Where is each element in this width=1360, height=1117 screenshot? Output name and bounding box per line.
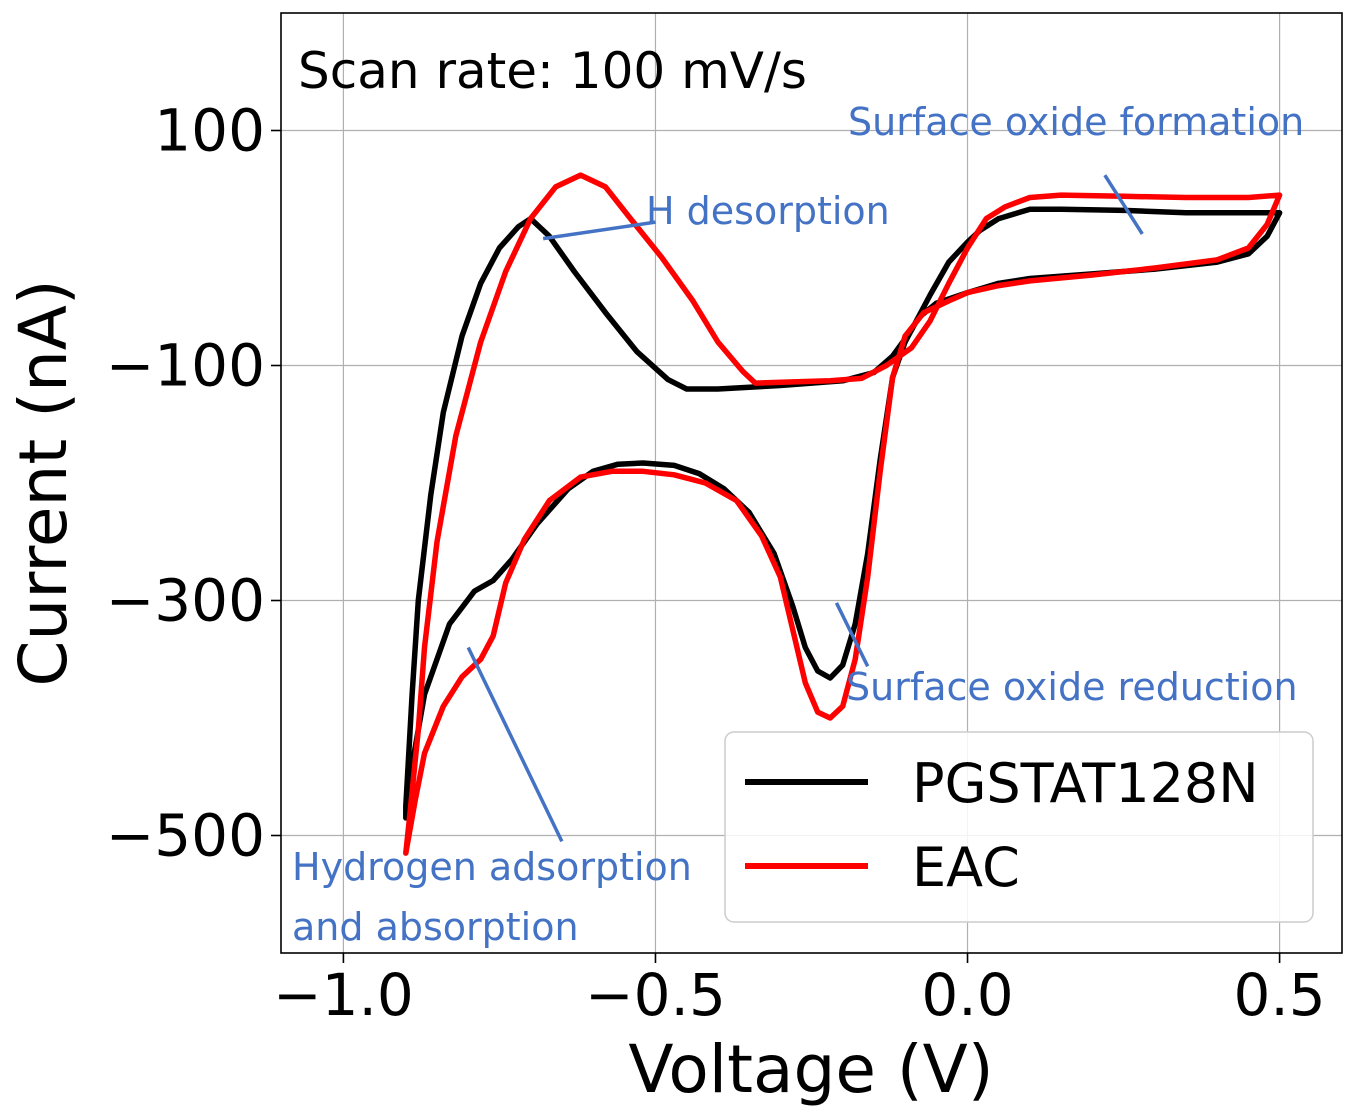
annotation-labels: H desorption Surface oxide formation Sur… <box>292 100 1304 949</box>
legend-label-pgstat128n: PGSTAT128N <box>912 752 1259 815</box>
series-group <box>403 172 1283 856</box>
x-tick-label: −1.0 <box>273 961 414 1029</box>
annotation-lines <box>466 174 1144 843</box>
annotation-surface-oxide-reduction: Surface oxide reduction <box>846 665 1298 709</box>
plot-frame <box>280 12 1343 954</box>
series-line-pgstat128n <box>403 206 1283 821</box>
y-axis-title: Current (nA) <box>5 279 82 686</box>
grid <box>281 13 1342 953</box>
legend-box <box>724 731 1314 923</box>
scan-rate-label: Scan rate: 100 mV/s <box>298 42 807 100</box>
annotation-pointer-1 <box>1103 174 1144 235</box>
x-axis-title: Voltage (V) <box>628 1031 993 1108</box>
legend: PGSTAT128N EAC <box>724 731 1314 923</box>
annotation-surface-oxide-formation: Surface oxide formation <box>848 100 1304 144</box>
ticks: −1.0 −0.5 0.0 0.5 100 −100 −300 −500 <box>106 97 1326 1030</box>
y-tick-label: −300 <box>106 567 265 635</box>
annotation-hydrogen-adsorption-line2: and absorption <box>292 905 579 949</box>
annotation-hydrogen-adsorption-line1: Hydrogen adsorption <box>292 845 692 889</box>
y-tick-label: −500 <box>106 802 265 870</box>
annotation-h-desorption: H desorption <box>646 189 890 233</box>
annotation-pointer-2 <box>834 602 870 668</box>
x-tick-label: 0.5 <box>1233 961 1325 1029</box>
legend-label-eac: EAC <box>912 836 1020 899</box>
x-tick-label: 0.0 <box>921 961 1013 1029</box>
y-tick-label: −100 <box>106 332 265 400</box>
annotation-pointer-3 <box>466 646 564 843</box>
y-tick-label: 100 <box>154 97 265 165</box>
annotation-pointer-0 <box>542 220 656 241</box>
series-line-eac <box>403 172 1283 856</box>
x-tick-label: −0.5 <box>585 961 726 1029</box>
